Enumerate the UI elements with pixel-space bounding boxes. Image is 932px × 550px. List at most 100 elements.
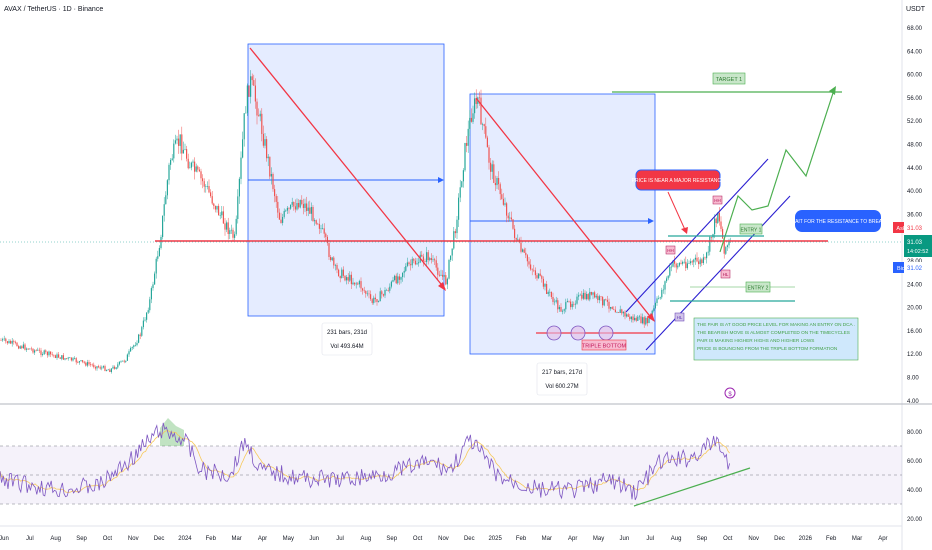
candle-body [245,112,247,114]
candle-body [600,296,602,297]
rsi-line [0,422,730,501]
entry2-label-box[interactable] [745,281,771,293]
candle-body [651,310,653,316]
price-axis[interactable]: 68.00 64.00 60.00 56.00 52.00 48.00 44.00 40.00… [907,26,923,405]
ask-badge [893,222,909,233]
candle-body [334,265,336,266]
candle-body [210,192,212,197]
candle-body [147,310,149,313]
candle-body [414,260,416,265]
candle-body [114,366,116,369]
candle-body [189,167,191,169]
candle-body [51,354,53,355]
candle-body [499,184,501,195]
symbol-title[interactable]: AVAX / TetherUS · 1D · Binance [4,6,104,13]
candle-body [718,212,720,222]
bid-label: Bid [897,266,905,272]
candle-body [102,366,104,368]
triple-bottom-label-box[interactable] [581,339,627,351]
candle-body [56,354,58,358]
range1-arrow-head [438,177,444,183]
candle-body [270,174,272,177]
candle-body [360,281,362,289]
candle-body [122,360,124,362]
price-tick: 20.00 [907,306,923,312]
candle-body [67,357,69,359]
candle-body [515,238,517,240]
resistance-note-box[interactable] [635,169,721,191]
candle-body [528,261,530,265]
candle-body [288,207,290,209]
wait-note-box[interactable] [795,210,881,232]
entry1-label-box[interactable] [739,223,763,235]
event-icon[interactable] [724,387,736,399]
candle-body [720,221,722,229]
rsi-trendline[interactable] [633,467,751,507]
time-tick: Oct [103,536,113,542]
candle-body [491,164,493,172]
candle-body [643,317,645,325]
candle-body [195,166,197,172]
candle-body [690,261,692,264]
candle-body [43,350,45,355]
candle-body [181,134,183,154]
downtrend-arrow-1[interactable] [249,47,446,290]
bottom-marker-3 [598,325,614,341]
candle-body [336,265,338,270]
channel-lower[interactable] [645,195,791,351]
time-tick: Mar [542,536,552,542]
candle-body [75,358,77,363]
candle-body [330,257,332,260]
candle-body [459,187,461,198]
projection-path[interactable] [719,89,835,253]
candle-body [182,149,184,154]
candle-body [698,261,700,265]
candle-body [466,143,468,146]
candle-body [472,113,474,122]
candle-body [21,346,23,349]
candle-body [150,288,152,300]
candle-body [46,351,48,356]
candle-body [304,203,306,208]
candle-body [445,275,447,285]
candle-body [490,162,492,172]
candle-body [520,242,522,252]
candle-body [392,280,394,282]
analysis-note-box[interactable] [693,317,859,361]
candle-body [606,299,608,302]
candle-body [349,274,351,281]
candle-body [590,291,592,295]
candle-body [168,164,170,181]
candle-body [115,367,117,369]
candle-body [320,228,322,229]
time-axis[interactable]: Jun Jul Aug Sep Oct Nov Dec 2024 Feb Mar Apr May Jun… [0,536,888,542]
candle-body [272,174,274,190]
time-tick: Nov [748,536,759,542]
candle-body [227,222,229,234]
candle-body [355,283,357,285]
time-tick: Dec [154,536,165,542]
price-tick: 60.00 [907,73,923,79]
candle-body [22,344,24,349]
candle-body [312,207,314,222]
time-tick: Dec [774,536,785,542]
candle-body [534,270,536,276]
candle-body [547,292,549,294]
downtrend-arrow-1-head [438,282,446,291]
target-label-box[interactable] [712,72,746,85]
candle-body [200,171,202,179]
candle-body [538,273,540,279]
date-range-box-2[interactable] [469,93,656,355]
candle-body [626,314,628,317]
candle-body [160,237,162,248]
downtrend-arrow-2[interactable] [475,97,654,321]
rsi-axis[interactable]: 80.00 60.00 40.00 20.00 [907,430,923,523]
candle-body [418,262,420,264]
candle-body [581,294,583,299]
price-tick: 12.00 [907,352,923,358]
candle-body [685,261,687,269]
candle-body [379,291,381,302]
candle-body [701,259,703,264]
candle-body [691,261,693,263]
